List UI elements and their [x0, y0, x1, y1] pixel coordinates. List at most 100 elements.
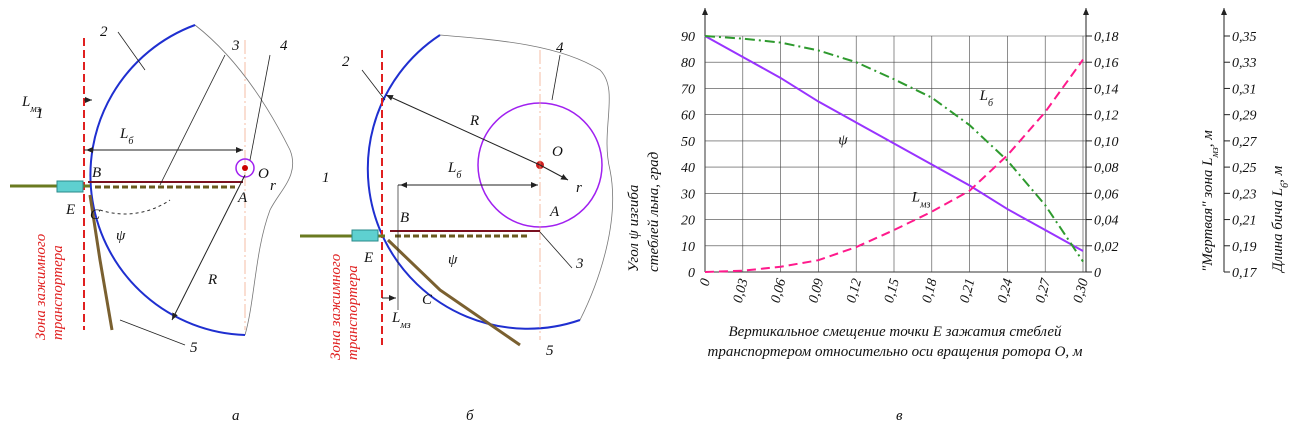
y-tick-label: 0 [688, 266, 695, 281]
y2-tick-label: 0,14 [1094, 82, 1119, 97]
x-tick-label: 0,09 [806, 277, 827, 305]
label: ψ [448, 252, 458, 268]
y3-tick-label: 0,17 [1232, 266, 1258, 281]
x-axis-label: транспортером относительно оси вращения … [707, 344, 1082, 360]
y2-tick-label: 0,04 [1094, 214, 1119, 229]
text-part: L [979, 88, 988, 104]
label: 2 [100, 24, 108, 40]
text-part: , м [1270, 165, 1286, 183]
y2-tick-label: 0,12 [1094, 109, 1119, 124]
label: 3 [575, 256, 584, 272]
label: O [258, 166, 269, 182]
y-tick-label: 60 [681, 109, 695, 124]
y-axis-label: Угол ψ изгиба [626, 185, 642, 272]
label: 2 [342, 54, 350, 70]
label: Lмз [391, 310, 411, 331]
x-tick-label: 0,27 [1033, 276, 1054, 305]
label: E [363, 250, 373, 266]
y-tick-label: 80 [681, 56, 695, 71]
y-tick-label: 20 [681, 214, 695, 229]
text-part: , м [1200, 130, 1216, 148]
label: E [65, 202, 75, 218]
label: A [237, 190, 248, 206]
diagram-a: 2 3 4 1 5 Lмз Lб B E C A O r R ψ Зона за… [10, 24, 294, 356]
series-line [704, 59, 1084, 273]
label: C [422, 292, 433, 308]
label: B [400, 210, 409, 226]
label: r [270, 178, 276, 194]
y3-tick-label: 0,19 [1232, 240, 1257, 255]
caption: б [466, 408, 474, 424]
text-part: мз [1210, 147, 1221, 158]
series-label: Lб [979, 88, 994, 109]
text-part: Угол ψ изгиба [626, 185, 642, 272]
y2-tick-label: 0,16 [1094, 56, 1119, 71]
y-tick-label: 10 [681, 240, 695, 255]
series-line [704, 35, 1084, 263]
label: O [552, 144, 563, 160]
x-tick-label: 0,24 [995, 277, 1016, 305]
label: 4 [556, 40, 564, 56]
label: Lб [447, 160, 462, 181]
label: 5 [546, 343, 554, 359]
x-tick-label: 0,03 [731, 277, 752, 305]
x-tick-label: 0,15 [882, 277, 903, 305]
label: A [549, 204, 560, 220]
text-part: "Мертвая" зона L [1200, 158, 1216, 273]
y3-tick-label: 0,31 [1232, 82, 1257, 97]
label: B [92, 165, 101, 181]
label: r [576, 180, 582, 196]
text-part: Длина бича L [1270, 188, 1286, 274]
x-tick-label: 0,30 [1071, 277, 1092, 305]
label: Lб [119, 126, 134, 147]
label: 3 [231, 38, 240, 54]
y3-tick-label: 0,21 [1232, 214, 1257, 229]
label: Lмз [21, 94, 41, 115]
caption: в [896, 408, 903, 424]
y-tick-label: 90 [681, 30, 695, 45]
text-part: б [988, 98, 994, 109]
y2-tick-label: 0,10 [1094, 135, 1119, 150]
y3-axis-label: Длина бича Lб, м [1270, 165, 1291, 274]
label: R [469, 113, 479, 129]
caption: а [232, 408, 240, 424]
y3-tick-label: 0,29 [1232, 109, 1257, 124]
x-tick-label: 0,18 [920, 277, 941, 305]
label: ψ [116, 228, 126, 244]
label: 5 [190, 340, 198, 356]
y2-tick-label: 0,06 [1094, 187, 1119, 202]
y3-tick-label: 0,33 [1232, 56, 1257, 71]
y-tick-label: 50 [681, 135, 695, 150]
zone-label: транспортера [345, 265, 361, 360]
x-tick-label: 0,21 [958, 277, 979, 305]
series-label: ψ [838, 133, 848, 149]
label: 1 [322, 170, 330, 186]
y2-tick-label: 0 [1094, 266, 1101, 281]
label: 4 [280, 38, 288, 54]
y2-tick-label: 0,02 [1094, 240, 1119, 255]
y3-tick-label: 0,27 [1232, 135, 1258, 150]
label: 1 [36, 106, 44, 122]
x-axis-label: Вертикальное смещение точки E зажатия ст… [728, 324, 1062, 340]
zone-label: транспортера [50, 245, 66, 340]
zone-label: Зона зажимного [328, 253, 344, 360]
y2-tick-label: 0,18 [1094, 30, 1119, 45]
text-part: L [911, 190, 920, 206]
text-part: б [1280, 182, 1291, 188]
y2-tick-label: 0,08 [1094, 161, 1119, 176]
text-part: мз [919, 199, 930, 210]
text-part: стеблей льна, град [646, 151, 662, 272]
y-tick-label: 70 [681, 82, 695, 97]
x-tick-label: 0,12 [844, 277, 865, 305]
text-part: ψ [838, 133, 848, 149]
label: C [90, 207, 101, 223]
y2-axis-label: "Мертвая" зона Lмз, м [1200, 130, 1221, 272]
series-label: Lмз [911, 190, 931, 211]
y-axis-label: стеблей льна, град [646, 151, 662, 272]
y-tick-label: 40 [681, 161, 695, 176]
x-tick-label: 0,06 [769, 277, 790, 305]
chart: 0 10 20 30 40 50 60 70 80 90 0 0,02 0,04 0,06 0,08 0,10… [626, 8, 1291, 360]
x-tick-label: 0 [698, 277, 714, 288]
y3-tick-label: 0,35 [1232, 30, 1257, 45]
diagram-b: 2 4 1 3 5 R O r Lб B A E ψ C Lмз Зона за… [300, 34, 613, 360]
